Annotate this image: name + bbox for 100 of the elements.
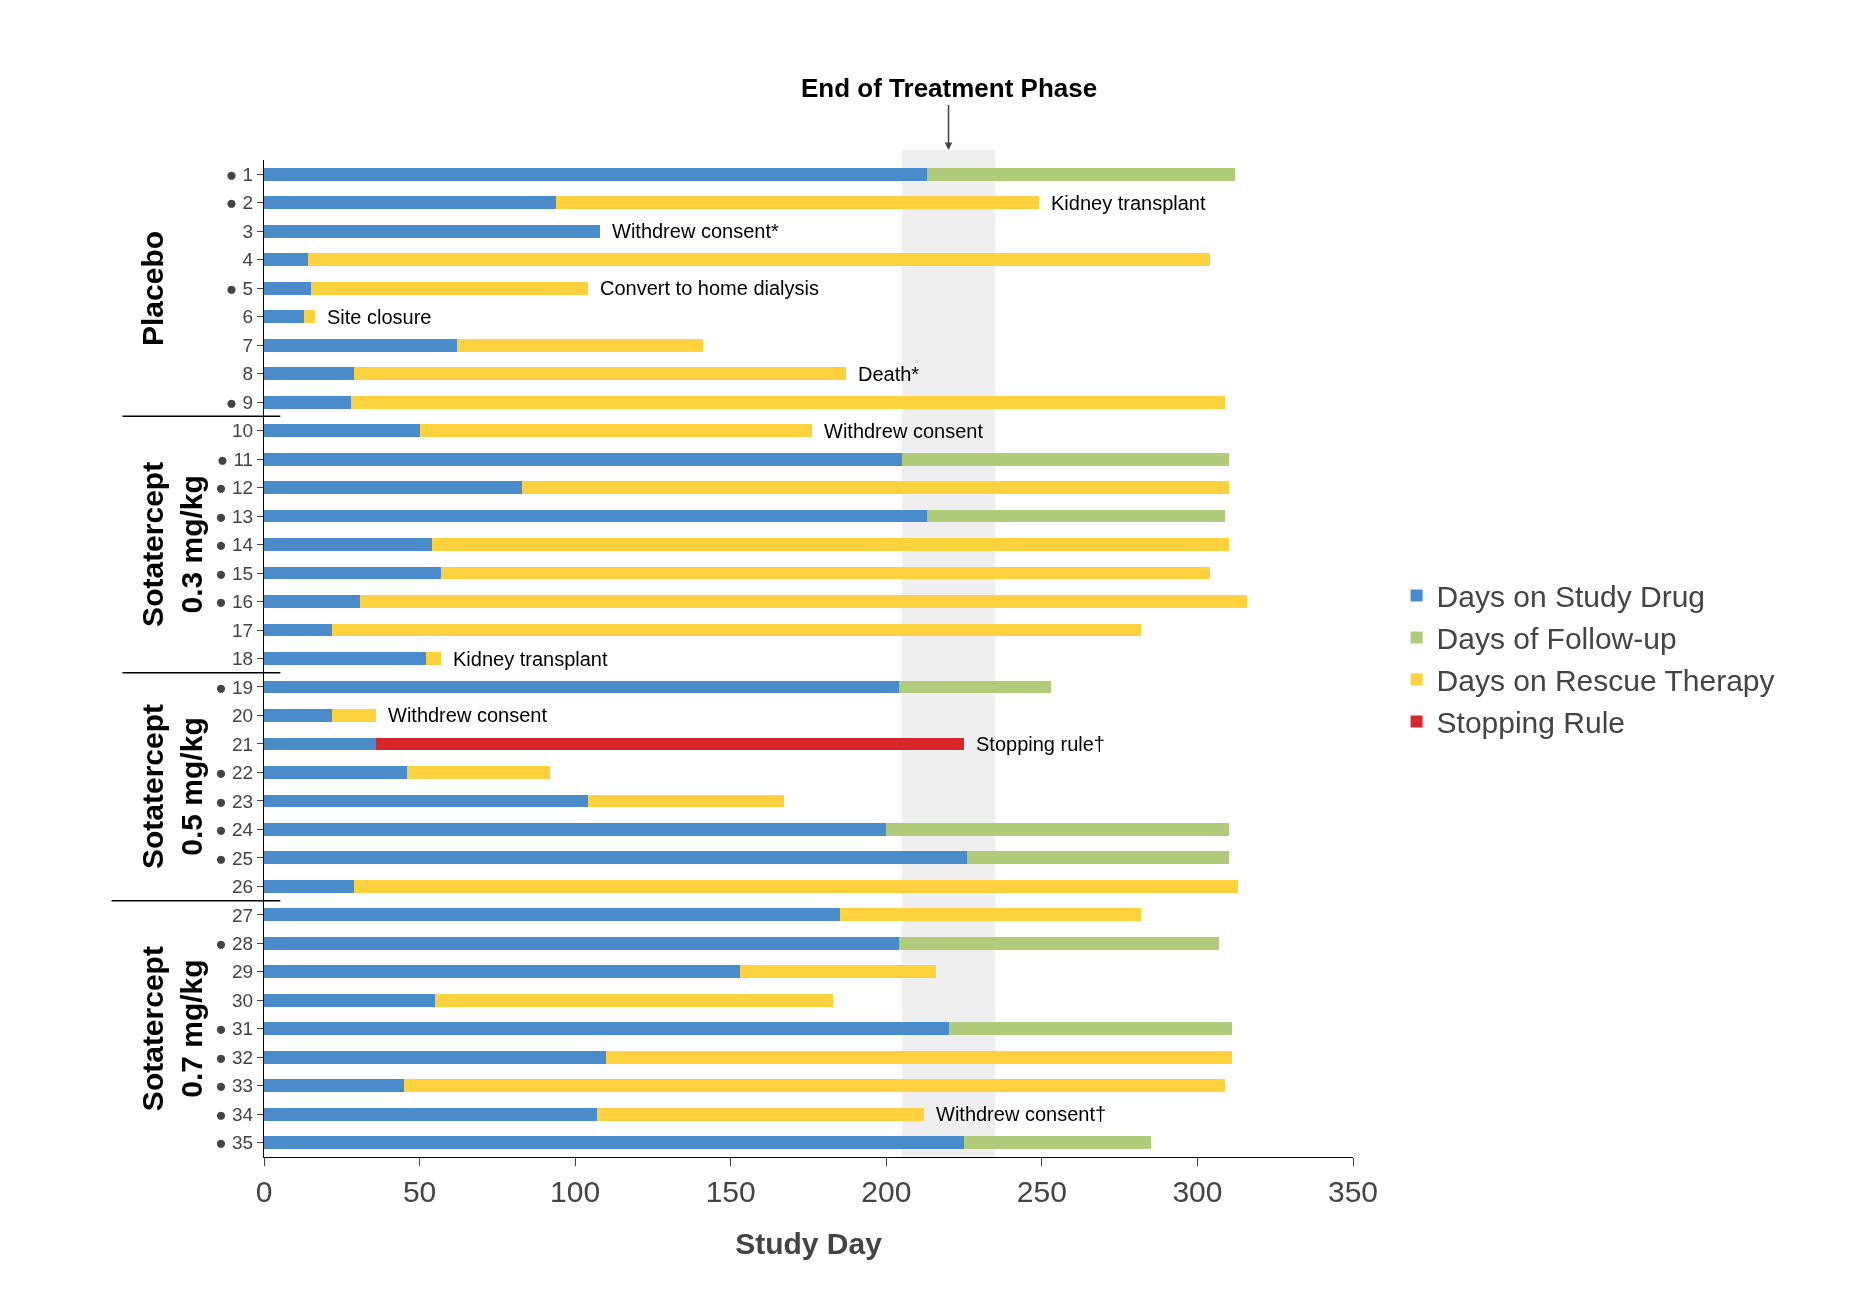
y-tick-label: 29 — [232, 961, 254, 983]
bar — [264, 851, 968, 865]
bar — [948, 1022, 1232, 1036]
y-tick-label: 4 — [242, 249, 254, 271]
bar — [264, 395, 352, 409]
y-tick-label: 10 — [232, 420, 254, 442]
y-tick-label: ● 25 — [215, 847, 254, 869]
y-tick-label: 27 — [232, 904, 254, 926]
bar — [264, 310, 305, 324]
bar — [264, 509, 927, 523]
bar — [886, 823, 1229, 836]
bar — [587, 794, 784, 808]
y-tick-label: ● 13 — [215, 505, 254, 527]
bar — [264, 452, 902, 466]
bar — [332, 623, 1142, 637]
y-tick-label: 8 — [242, 363, 254, 385]
y-tick-label: 18 — [232, 648, 254, 670]
y-tick-label: ● 32 — [215, 1046, 254, 1068]
bar — [264, 936, 899, 950]
x-tick-label: 100 — [550, 1175, 601, 1208]
bar — [264, 338, 457, 352]
bar — [441, 566, 1210, 580]
y-tick-label: ● 28 — [215, 933, 254, 955]
bar — [432, 538, 1229, 551]
bar — [967, 851, 1229, 865]
bar — [264, 766, 408, 779]
bar — [264, 1107, 597, 1121]
bar — [264, 709, 333, 722]
bar — [839, 908, 1142, 922]
bar — [351, 395, 1226, 409]
text: Sotatercept 0.7 mg/kg — [135, 946, 208, 1112]
bar — [264, 196, 557, 210]
y-tick-label: 3 — [242, 220, 254, 242]
bar — [264, 481, 523, 494]
y-tick-label: ● 14 — [215, 534, 254, 556]
legend-label: Stopping Rule — [1436, 706, 1626, 740]
x-tick-label: 350 — [1327, 1175, 1379, 1208]
bar — [304, 310, 316, 324]
x-tick-label: 200 — [861, 1175, 912, 1208]
bar — [264, 367, 355, 381]
bar — [407, 766, 551, 779]
bar — [360, 595, 1248, 608]
bar — [740, 965, 937, 979]
bar — [264, 424, 420, 438]
x-tick-label: 300 — [1172, 1175, 1223, 1208]
y-tick-label: 30 — [232, 989, 254, 1011]
bar — [264, 794, 588, 808]
x-tick-label: 0 — [255, 1175, 273, 1208]
y-tick-label: ● 11 — [216, 448, 254, 470]
bar — [456, 338, 703, 352]
y-tick-label: 20 — [232, 705, 254, 727]
annotation: Withdrew consent — [824, 420, 984, 442]
bar — [264, 566, 442, 580]
x-axis-title: Study Day — [735, 1226, 883, 1260]
bar — [307, 253, 1210, 267]
bar — [332, 709, 377, 722]
y-tick-label: 17 — [232, 619, 254, 641]
bar — [264, 965, 741, 979]
annotation: Convert to home dialysis — [600, 277, 819, 299]
x-tick-label: 50 — [402, 1175, 437, 1208]
bar — [264, 623, 333, 637]
bar — [354, 367, 846, 381]
bar — [264, 253, 308, 267]
y-tick-label: ● 23 — [215, 790, 254, 812]
bar — [898, 936, 1220, 950]
annotation: Withdrew consent† — [936, 1103, 1107, 1125]
y-tick-label: ● 31 — [215, 1018, 254, 1040]
y-tick-label: ● 24 — [215, 819, 254, 841]
bar — [926, 509, 1226, 523]
bar — [964, 1136, 1151, 1150]
bar — [264, 1079, 405, 1093]
bar — [264, 993, 436, 1007]
text: Placebo — [135, 230, 169, 347]
bar — [264, 167, 927, 181]
annotation: Kidney transplant — [1051, 192, 1206, 214]
annotation: Withdrew consent* — [612, 220, 779, 242]
y-tick-label: ● 12 — [215, 477, 254, 499]
bar — [898, 680, 1052, 694]
bar — [606, 1050, 1232, 1064]
y-tick-label: ● 15 — [215, 562, 254, 584]
annotation: Stopping rule† — [976, 733, 1105, 755]
bar — [264, 595, 361, 608]
text: Sotatercept 0.3 mg/kg — [135, 461, 208, 627]
y-tick-label: 21 — [232, 733, 254, 755]
annotation: Site closure — [327, 306, 432, 328]
bar — [264, 538, 433, 551]
y-tick-label: 7 — [242, 334, 254, 356]
y-tick-label: ● 5 — [225, 277, 254, 299]
bar — [522, 481, 1229, 494]
band-label: End of Treatment Phase — [801, 73, 1098, 103]
y-tick-label: ● 35 — [215, 1132, 254, 1154]
legend-label: Days of Follow-up — [1436, 622, 1677, 656]
legend-label: Days on Rescue Therapy — [1436, 664, 1775, 698]
x-tick-label: 250 — [1016, 1175, 1067, 1208]
y-tick-label: 26 — [232, 876, 254, 898]
bar — [425, 652, 442, 665]
bar — [264, 1136, 965, 1150]
y-tick-label: ● 19 — [215, 676, 254, 698]
annotation: Withdrew consent — [388, 704, 548, 726]
legend-label: Days on Study Drug — [1436, 580, 1706, 614]
